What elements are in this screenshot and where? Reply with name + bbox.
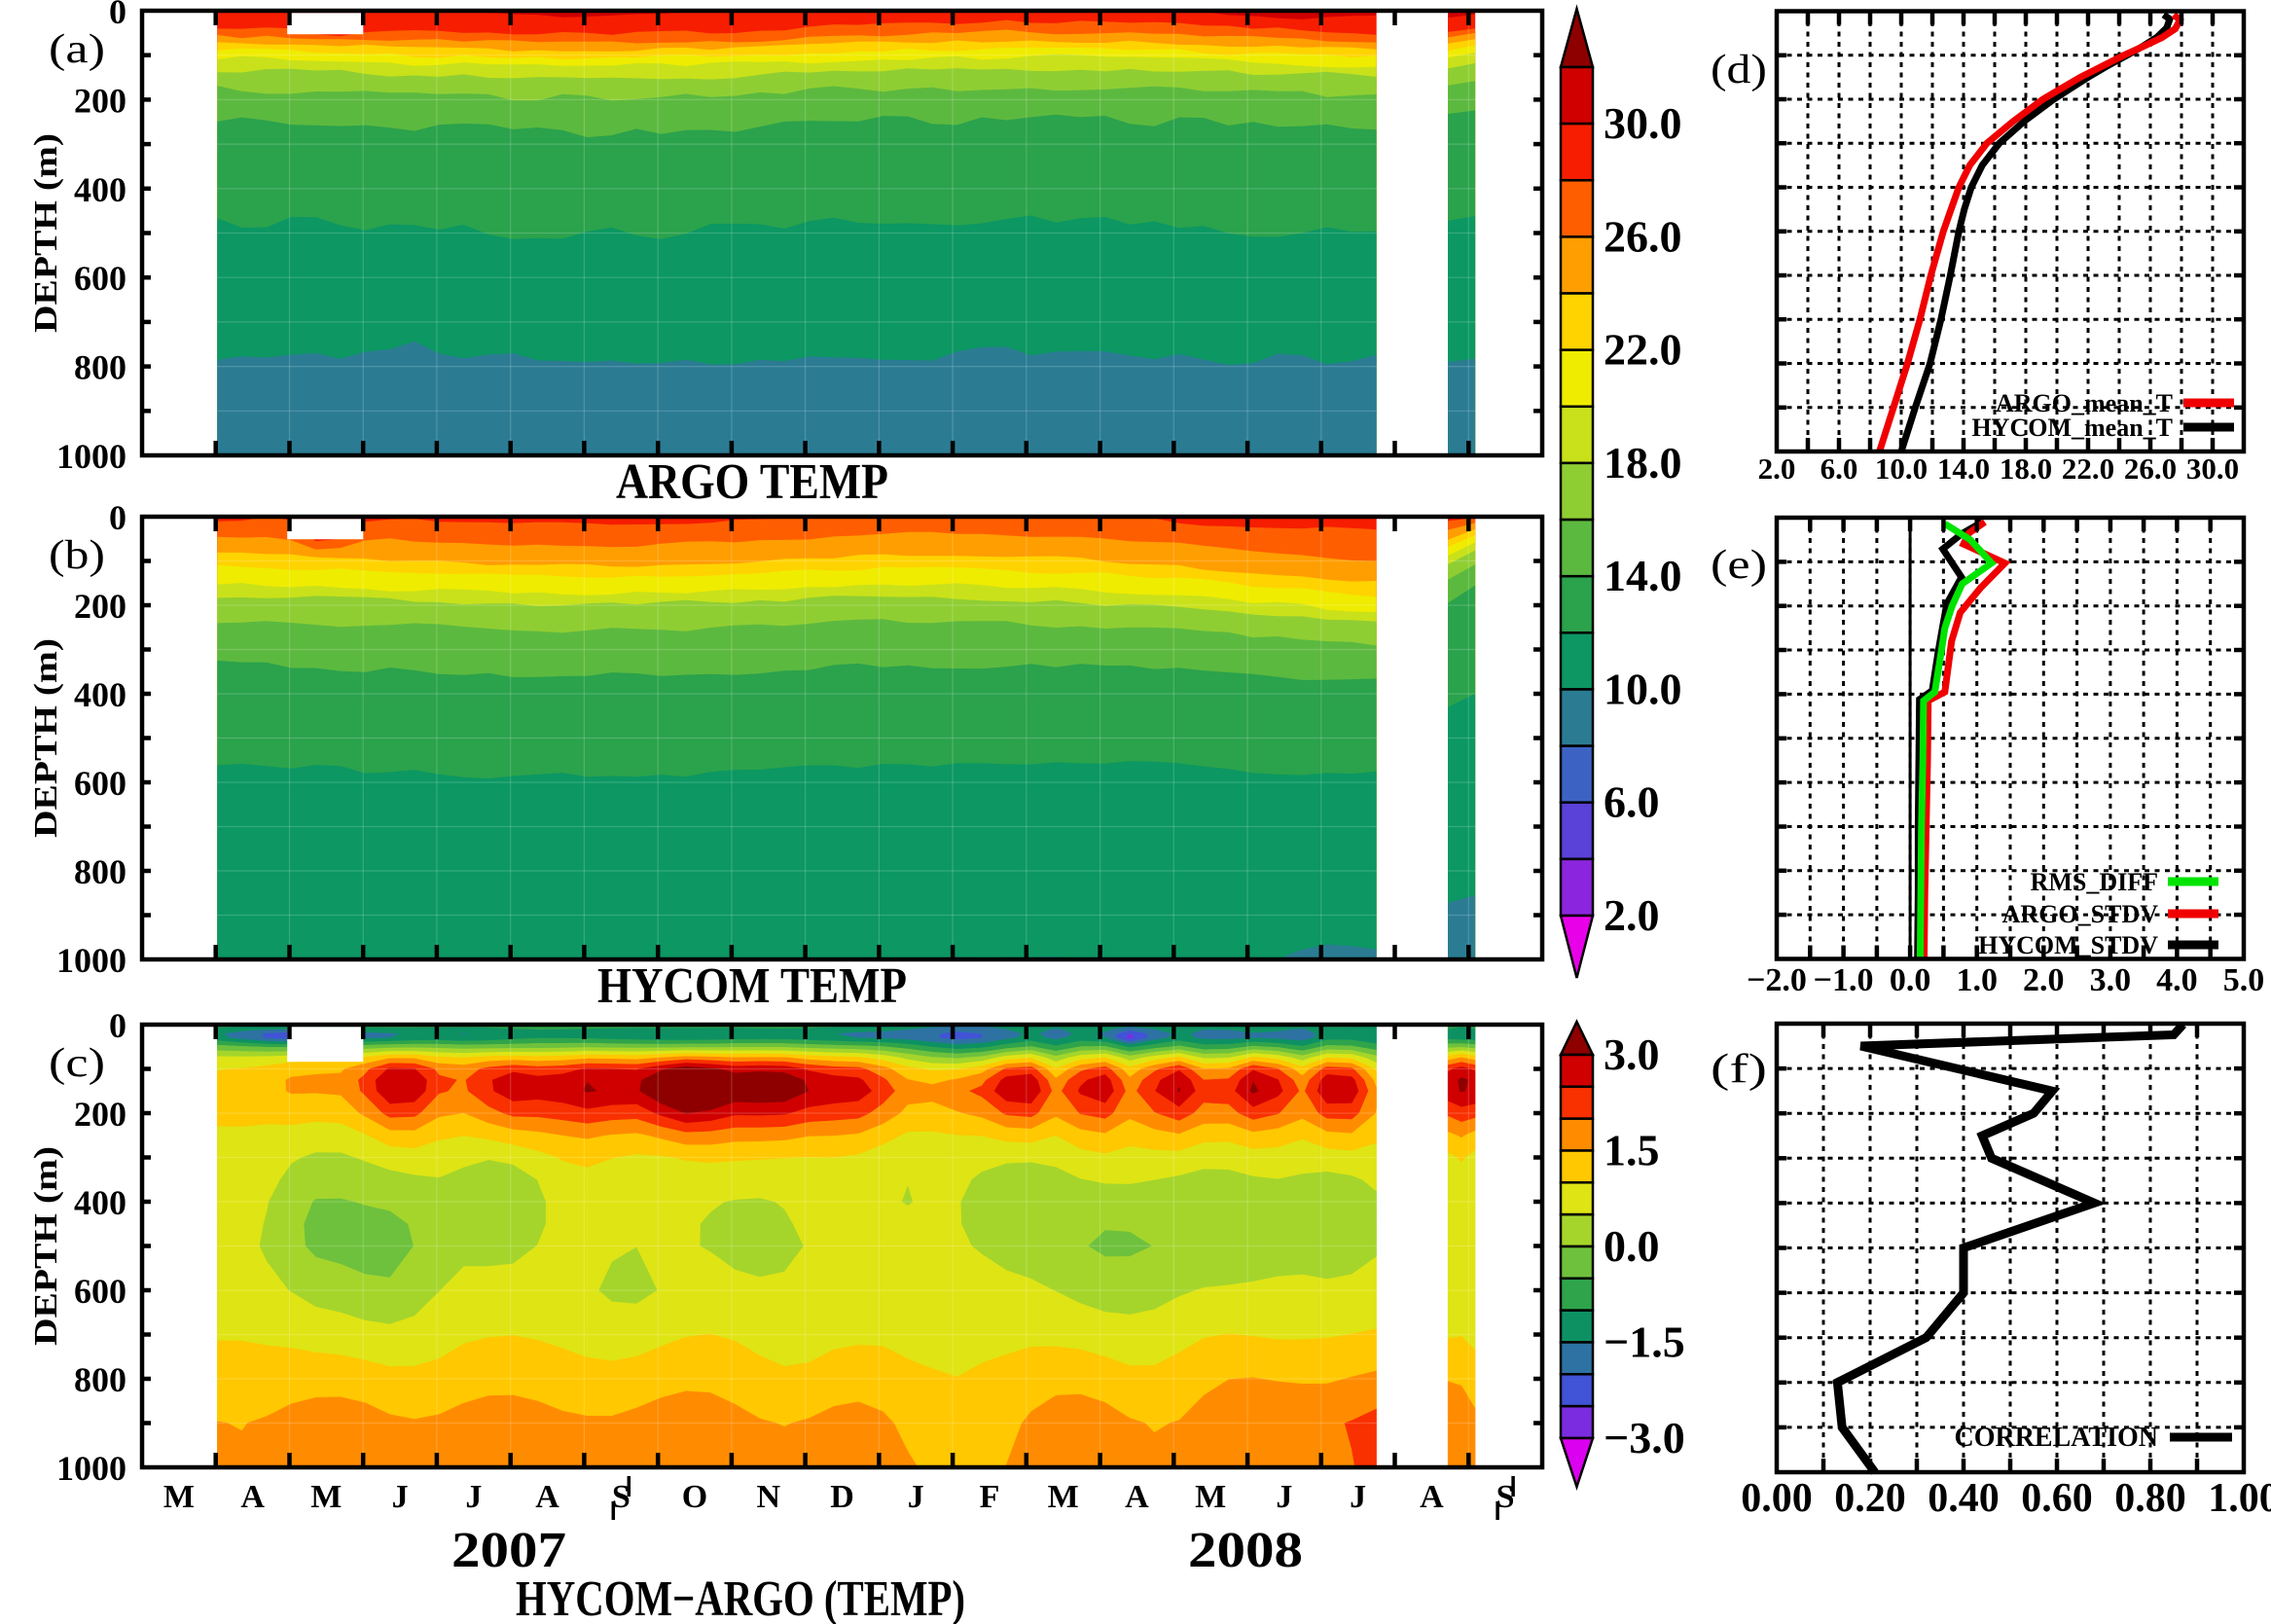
svg-text:600: 600 (74, 259, 126, 298)
svg-text:CORRELATION: CORRELATION (1954, 1423, 2158, 1453)
svg-text:200: 200 (74, 81, 126, 120)
svg-text:2008: 2008 (1188, 1523, 1303, 1578)
svg-text:O: O (682, 1479, 707, 1515)
svg-text:J: J (908, 1479, 924, 1515)
svg-text:2007: 2007 (451, 1523, 566, 1578)
svg-text:4.0: 4.0 (2156, 962, 2198, 998)
svg-text:HYCOM_STDV: HYCOM_STDV (1978, 931, 2158, 959)
svg-text:1.00: 1.00 (2208, 1476, 2271, 1521)
svg-text:0.00: 0.00 (1741, 1476, 1813, 1521)
svg-text:22.0: 22.0 (1604, 325, 1682, 375)
svg-text:0.0: 0.0 (1604, 1221, 1660, 1271)
svg-text:6.0: 6.0 (1604, 777, 1660, 827)
svg-text:400: 400 (74, 170, 126, 209)
svg-text:A: A (535, 1479, 559, 1515)
svg-text:800: 800 (74, 1360, 126, 1399)
svg-text:10.0: 10.0 (1875, 451, 1928, 486)
svg-text:200: 200 (74, 1095, 126, 1134)
svg-text:0.20: 0.20 (1834, 1476, 1906, 1521)
svg-text:1000: 1000 (56, 437, 126, 476)
svg-text:2.0: 2.0 (1604, 890, 1660, 940)
svg-text:1000: 1000 (56, 1449, 126, 1488)
svg-text:200: 200 (74, 587, 126, 626)
svg-text:A: A (1125, 1479, 1149, 1515)
svg-text:0: 0 (109, 0, 126, 31)
svg-text:S: S (1496, 1479, 1515, 1515)
svg-text:DEPTH (m): DEPTH (m) (28, 1146, 64, 1346)
svg-text:N: N (756, 1479, 780, 1515)
svg-text:J: J (1350, 1479, 1366, 1515)
svg-text:(b): (b) (49, 533, 105, 578)
svg-text:600: 600 (74, 764, 126, 803)
svg-text:HYCOM_mean_T: HYCOM_mean_T (1971, 414, 2173, 442)
svg-text:30.0: 30.0 (1604, 98, 1682, 148)
svg-text:5.0: 5.0 (2223, 962, 2265, 998)
svg-text:ARGO_mean_T: ARGO_mean_T (1996, 389, 2173, 417)
svg-text:(e): (e) (1711, 543, 1767, 588)
svg-text:(a): (a) (49, 27, 105, 72)
svg-text:14.0: 14.0 (1937, 451, 1990, 486)
svg-text:J: J (392, 1479, 409, 1515)
svg-text:RMS_DIFF: RMS_DIFF (2031, 868, 2158, 896)
svg-text:A: A (240, 1479, 265, 1515)
svg-text:800: 800 (74, 348, 126, 387)
svg-text:1.0: 1.0 (1956, 962, 1998, 998)
svg-text:400: 400 (74, 1183, 126, 1222)
svg-text:14.0: 14.0 (1604, 551, 1682, 600)
svg-text:(c): (c) (49, 1041, 105, 1086)
svg-text:ARGO_STDV: ARGO_STDV (2002, 900, 2159, 928)
svg-text:800: 800 (74, 852, 126, 891)
svg-text:DEPTH (m): DEPTH (m) (28, 638, 64, 838)
svg-text:26.0: 26.0 (2124, 451, 2177, 486)
svg-text:400: 400 (74, 675, 126, 714)
svg-text:(d): (d) (1711, 48, 1767, 92)
svg-text:J: J (465, 1479, 482, 1515)
svg-text:3.0: 3.0 (1604, 1029, 1660, 1079)
svg-text:F: F (980, 1479, 1000, 1515)
svg-text:J: J (1276, 1479, 1292, 1515)
svg-text:0.60: 0.60 (2021, 1476, 2093, 1521)
svg-text:−1.0: −1.0 (1814, 962, 1874, 998)
svg-text:18.0: 18.0 (1604, 438, 1682, 487)
svg-text:M: M (310, 1479, 342, 1515)
svg-text:−3.0: −3.0 (1604, 1413, 1685, 1462)
svg-text:(f): (f) (1711, 1047, 1767, 1092)
svg-text:ARGO TEMP: ARGO TEMP (616, 454, 888, 510)
svg-text:0.0: 0.0 (1890, 962, 1931, 998)
svg-text:2.0: 2.0 (1758, 451, 1796, 486)
svg-text:M: M (1195, 1479, 1226, 1515)
svg-text:D: D (830, 1479, 854, 1515)
svg-text:M: M (163, 1479, 195, 1515)
svg-text:0: 0 (109, 1006, 126, 1045)
svg-text:2.0: 2.0 (2023, 962, 2065, 998)
svg-text:0: 0 (109, 498, 126, 537)
svg-text:30.0: 30.0 (2186, 451, 2239, 486)
svg-text:22.0: 22.0 (2062, 451, 2114, 486)
svg-text:1000: 1000 (56, 941, 126, 980)
svg-text:−2.0: −2.0 (1747, 962, 1807, 998)
svg-text:10.0: 10.0 (1604, 664, 1682, 713)
svg-text:18.0: 18.0 (2000, 451, 2052, 486)
svg-text:6.0: 6.0 (1820, 451, 1858, 486)
svg-text:A: A (1420, 1479, 1444, 1515)
svg-text:600: 600 (74, 1272, 126, 1311)
svg-text:M: M (1048, 1479, 1079, 1515)
svg-text:HYCOM−ARGO (TEMP): HYCOM−ARGO (TEMP) (516, 1571, 965, 1624)
svg-text:S: S (612, 1479, 631, 1515)
svg-text:HYCOM TEMP: HYCOM TEMP (597, 958, 907, 1014)
svg-text:3.0: 3.0 (2090, 962, 2132, 998)
svg-text:0.80: 0.80 (2114, 1476, 2186, 1521)
svg-text:26.0: 26.0 (1604, 211, 1682, 261)
svg-text:0.40: 0.40 (1928, 1476, 2000, 1521)
svg-text:DEPTH (m): DEPTH (m) (28, 133, 64, 333)
svg-text:−1.5: −1.5 (1604, 1317, 1685, 1367)
svg-text:1.5: 1.5 (1604, 1126, 1660, 1175)
